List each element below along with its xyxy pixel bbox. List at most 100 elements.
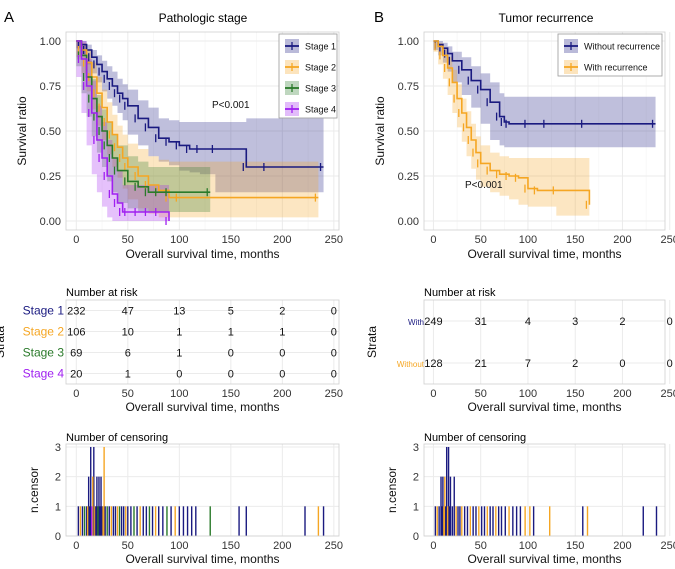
y-axis-title: Survival ratio [15,96,29,166]
x-tick-label: 0 [73,234,79,246]
censor-y-axis-title: n.censor [27,467,41,513]
risk-count: 7 [525,358,531,370]
risk-count: 0 [331,348,337,360]
plot-border [65,31,340,231]
risk-x-tick-label: 100 [519,388,537,400]
x-tick-label: 250 [325,234,343,246]
censor-x-tick-label: 0 [430,540,436,552]
risk-count: 4 [525,316,531,328]
risk-count: 1 [176,327,182,339]
risk-x-tick-label: 50 [475,388,487,400]
censor-x-tick-label: 250 [661,540,675,552]
censor-x-tick-label: 100 [170,540,188,552]
x-tick-label: 150 [566,234,584,246]
risk-count: 249 [424,316,442,328]
risk-count: 2 [619,316,625,328]
risk-count: 20 [70,369,82,381]
x-tick-label: 100 [519,234,537,246]
ci-band [76,41,211,212]
risk-count: 0 [667,316,673,328]
censor-border [65,443,340,537]
censor-x-tick-label: 150 [566,540,584,552]
censor-x-tick-label: 0 [73,540,79,552]
survival-line [76,40,319,199]
risk-count: 1 [125,369,131,381]
risk-row-label: Stage 4 [23,367,65,381]
risk-x-tick-label: 0 [73,388,79,400]
ci-band [433,41,656,148]
censor-x-tick-label: 150 [222,540,240,552]
censor-x-axis-title: Overall survival time, months [467,552,621,566]
survival-line [433,40,591,205]
censor-title-a: Number of censoring [66,432,168,444]
risk-count: 0 [331,306,337,318]
risk-title-a: Number at risk [66,287,138,299]
y-tick-label: 0.00 [40,216,61,228]
censor-plot-recurrence: 0 50 100 150 200 250 0 1 2 3 Overall survival time… [385,442,675,566]
y-axis-title: Survival ratio [373,96,387,166]
censor-x-tick-label: 200 [273,540,291,552]
x-tick-label: 150 [222,234,240,246]
risk-count: 0 [619,358,625,370]
legend-label: Stage 4 [305,105,336,115]
km-plot-stage: 0 50 100 150 200 250 0.00 0.25 0.50 0.75 1.00 Overa… [15,31,343,261]
risk-background [424,300,665,384]
y-tick-label: 0.75 [40,81,61,93]
risk-x-tick-label: 150 [566,388,584,400]
risk-count: 0 [667,358,673,370]
risk-x-axis-title: Overall survival time, months [467,400,621,414]
risk-count: 6 [125,348,131,360]
risk-count: 232 [67,306,85,318]
legend-label: Stage 3 [305,84,336,94]
censor-title-b: Number of censoring [424,432,526,444]
risk-count: 0 [331,327,337,339]
risk-count: 0 [279,369,285,381]
risk-row-label: With [408,318,424,327]
strata-axis-title: Strata [0,326,7,358]
risk-x-tick-label: 150 [222,388,240,400]
strata-axis-title: Strata [365,326,379,358]
ci-band [76,41,324,193]
censor-border [423,443,666,537]
panel-b-letter: B [374,9,384,26]
risk-count: 31 [475,316,487,328]
plot-border [423,31,666,231]
risk-count: 0 [228,348,234,360]
risk-x-tick-label: 50 [122,388,134,400]
x-tick-label: 50 [122,234,134,246]
panel-a-letter: A [4,9,14,26]
censor-y-tick-label: 3 [413,442,419,454]
risk-background [66,300,339,384]
x-axis-title: Overall survival time, months [467,247,621,261]
p-value-annotation: P<0.001 [465,180,503,191]
censor-y-tick-label: 1 [55,501,61,513]
censor-y-tick-label: 2 [55,472,61,484]
risk-count: 2 [572,358,578,370]
y-tick-label: 0.25 [40,171,61,183]
censor-y-tick-label: 0 [55,531,61,543]
risk-row-label: Without [397,360,425,369]
legend-label: Stage 2 [305,63,336,73]
x-tick-label: 200 [273,234,291,246]
risk-table-recurrence: 050100150200250With249314320Without12821… [365,299,675,414]
censor-y-tick-label: 3 [55,442,61,454]
risk-count: 13 [173,306,185,318]
ci-band [433,41,590,216]
risk-count: 0 [331,369,337,381]
y-tick-label: 1.00 [40,36,61,48]
censor-y-axis-title: n.censor [385,467,399,513]
ci-band [76,41,170,221]
legend-box [278,33,338,119]
risk-count: 47 [122,306,134,318]
censor-x-tick-label: 100 [519,540,537,552]
risk-x-tick-label: 0 [430,388,436,400]
censor-y-tick-label: 2 [413,472,419,484]
x-axis-title: Overall survival time, months [125,247,279,261]
y-tick-label: 0.75 [398,81,419,93]
risk-count: 1 [176,348,182,360]
risk-count: 128 [424,358,442,370]
risk-x-axis-title: Overall survival time, months [125,400,279,414]
censor-y-tick-label: 1 [413,501,419,513]
